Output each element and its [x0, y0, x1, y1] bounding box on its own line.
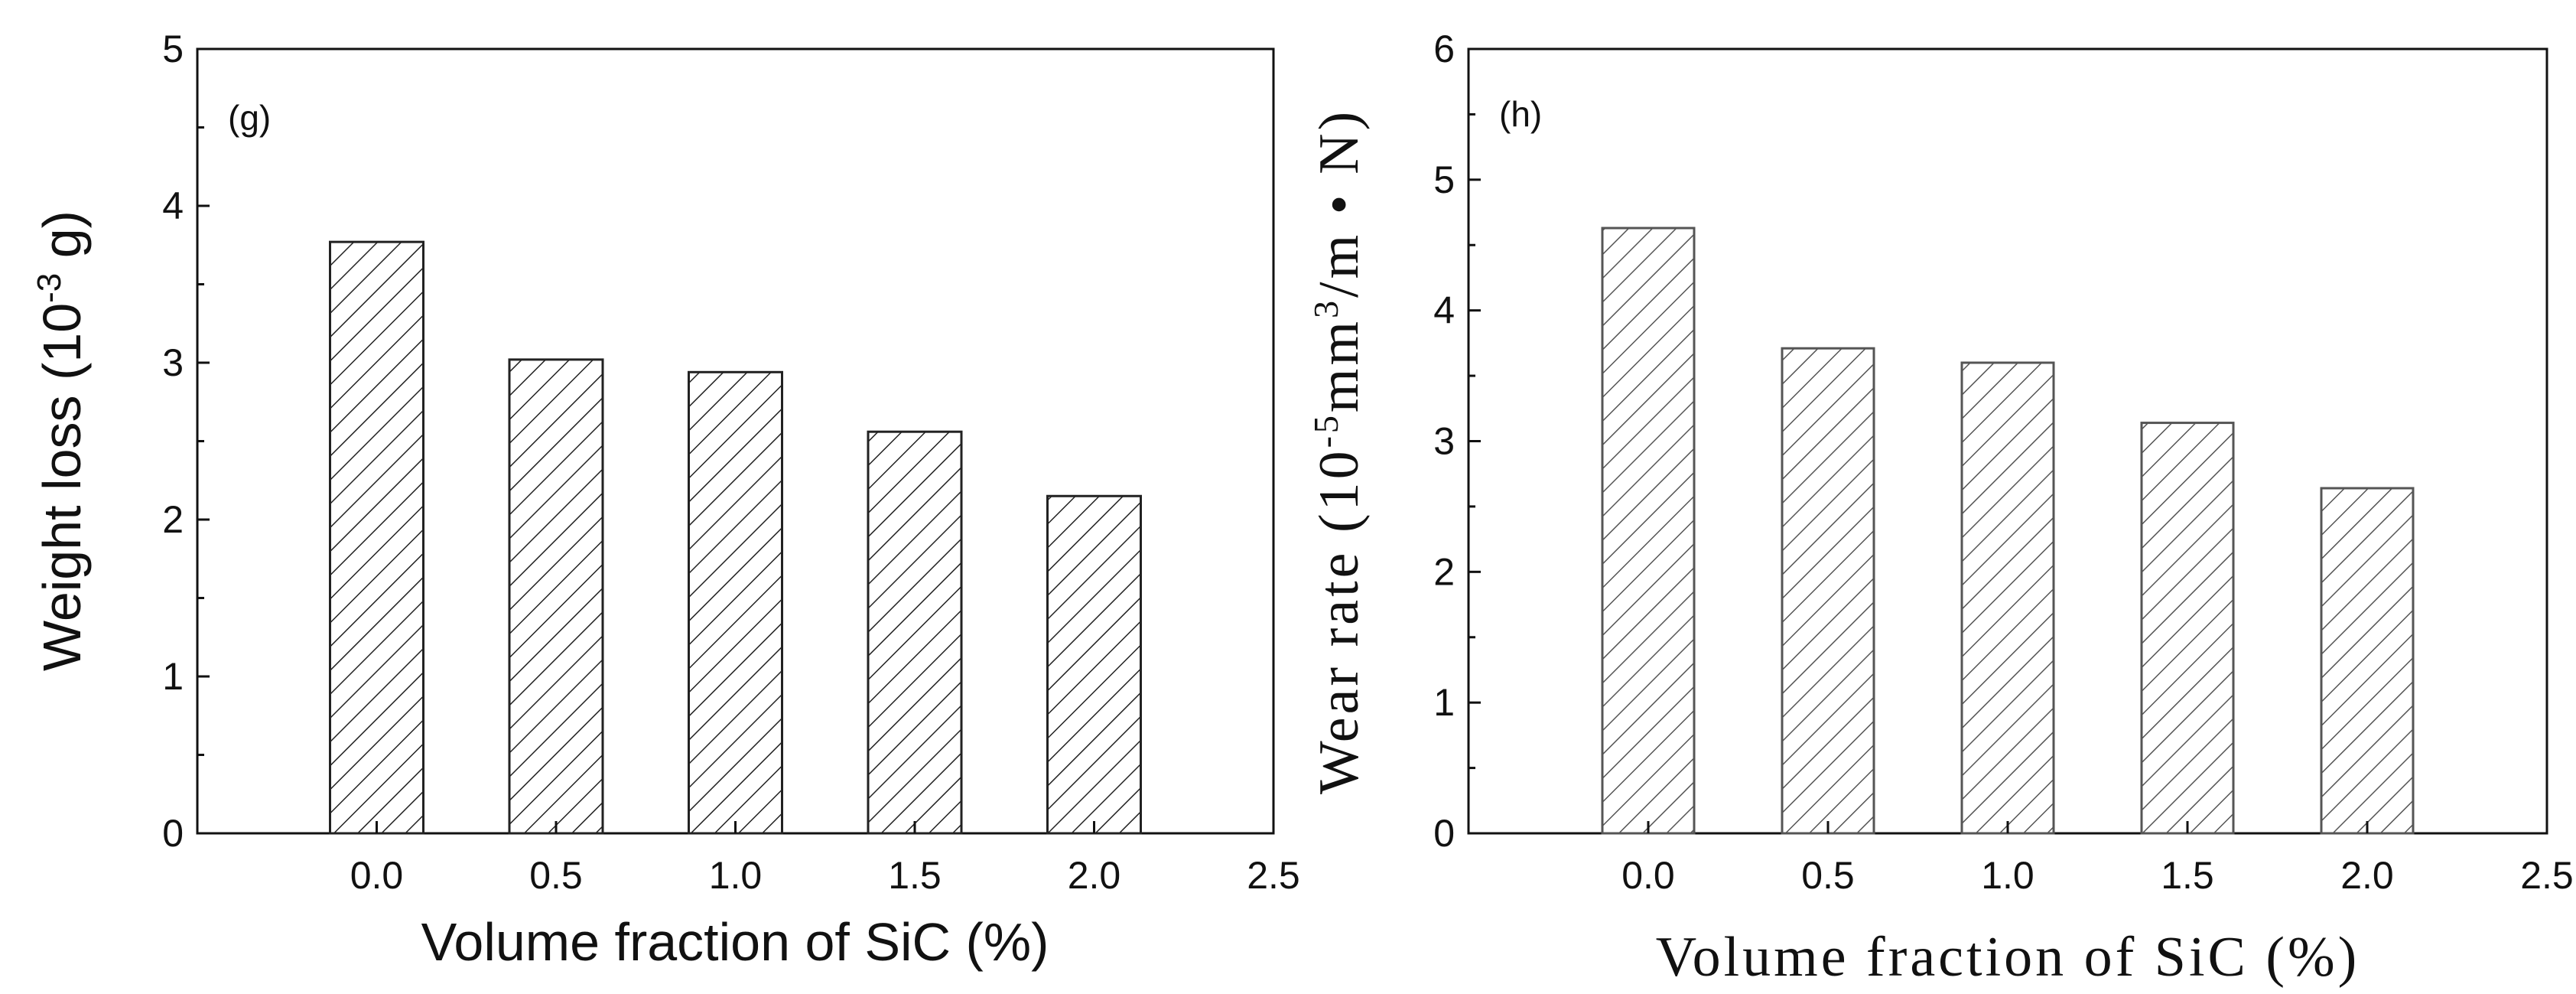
- x-axis-title: Volume fraction of SiC (%): [421, 912, 1049, 972]
- x-tick-label: 1.0: [709, 854, 763, 897]
- panel-label: (h): [1499, 94, 1542, 134]
- y-axis-title: Weight loss (10-3 g): [31, 210, 92, 671]
- bar-0.0: [329, 240, 424, 835]
- y-tick-label: 2: [1433, 550, 1455, 593]
- y-axis-title-exponent: -3: [31, 273, 68, 303]
- x-tick-label: 0.0: [1621, 854, 1675, 897]
- y-tick-label: 3: [1433, 420, 1455, 463]
- chart-panel-h: 0 1 2 3 4 5 6 0.0 0.5 1.0 1.5 2.0 2.5 (h) Volume fr…: [1306, 28, 2574, 989]
- bar-1.0: [1960, 361, 2055, 835]
- y-axis-ticks: 0 1 2 3 4 5 6: [1433, 28, 1481, 855]
- y-axis-ticks: 0 1 2 3 4 5: [162, 28, 210, 855]
- bar-2.0: [2320, 487, 2415, 835]
- x-tick-label: 2.0: [2340, 854, 2394, 897]
- y-axis-title-mm: mm: [1308, 318, 1371, 412]
- y-tick-label: 6: [1433, 28, 1455, 70]
- bar-0.5: [1781, 347, 1875, 835]
- x-tick-label: 2.0: [1068, 854, 1121, 897]
- y-tick-label: 5: [1433, 158, 1455, 201]
- bar-0.0: [1601, 227, 1696, 835]
- y-tick-label: 1: [162, 655, 184, 698]
- x-tick-label: 0.5: [1801, 854, 1855, 897]
- x-tick-label: 2.5: [1247, 854, 1300, 897]
- y-tick-label: 0: [1433, 812, 1455, 855]
- y-axis-title-exponent-1: -5: [1306, 412, 1345, 448]
- x-axis-ticks: 0.0 0.5 1.0 1.5 2.0 2.5: [1621, 821, 2574, 897]
- y-tick-label: 3: [162, 341, 184, 384]
- bar-1.5: [867, 430, 963, 835]
- y-tick-label: 4: [1433, 289, 1455, 332]
- y-tick-label: 4: [162, 184, 184, 227]
- panel-label: (g): [228, 98, 271, 138]
- bar-0.5: [508, 358, 604, 835]
- y-axis-title-suffix: g): [32, 210, 92, 273]
- y-tick-label: 2: [162, 498, 184, 541]
- x-axis-title: Volume fraction of SiC (%): [1656, 926, 2360, 989]
- y-axis-title-prefix: Weight loss (10: [32, 303, 92, 671]
- bar-marks: [329, 240, 1142, 835]
- y-tick-label: 1: [1433, 681, 1455, 724]
- x-tick-label: 1.5: [2161, 854, 2214, 897]
- y-axis-title: Wear rate (10-5mm3/m • N): [1306, 109, 1371, 794]
- x-tick-label: 0.5: [529, 854, 583, 897]
- y-axis-title-prefix: Wear rate (10: [1308, 448, 1371, 794]
- bar-1.0: [688, 370, 783, 835]
- x-axis-ticks: 0.0 0.5 1.0 1.5 2.0 2.5: [350, 821, 1300, 897]
- y-axis-title-suffix: /m • N): [1308, 109, 1371, 298]
- x-tick-label: 0.0: [350, 854, 404, 897]
- y-axis-title-exponent-2: 3: [1306, 298, 1345, 318]
- bar-marks: [1601, 227, 2415, 835]
- x-tick-label: 1.5: [888, 854, 942, 897]
- x-tick-label: 2.5: [2520, 854, 2574, 897]
- bar-1.5: [2140, 422, 2235, 835]
- bar-2.0: [1046, 494, 1142, 835]
- y-tick-label: 5: [162, 28, 184, 70]
- x-tick-label: 1.0: [1981, 854, 2034, 897]
- y-tick-label: 0: [162, 812, 184, 855]
- chart-panel-g: 0 1 2 3 4 5 0.0 0.5 1.0 1.5 2.0 2.5 (g) Volume fra…: [31, 28, 1300, 972]
